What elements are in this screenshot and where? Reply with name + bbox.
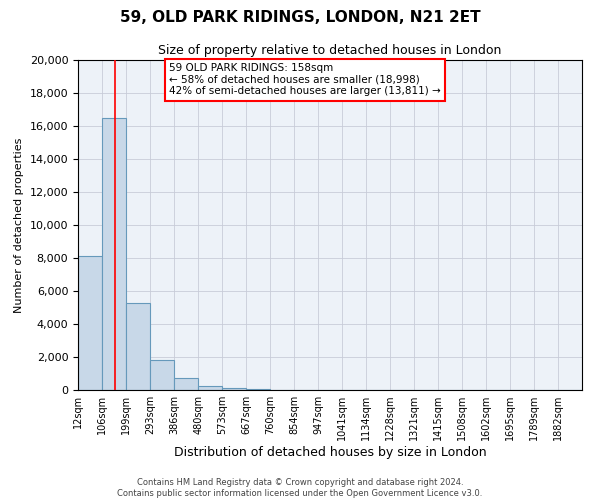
Text: 59, OLD PARK RIDINGS, LONDON, N21 2ET: 59, OLD PARK RIDINGS, LONDON, N21 2ET xyxy=(119,10,481,25)
X-axis label: Distribution of detached houses by size in London: Distribution of detached houses by size … xyxy=(173,446,487,459)
Bar xyxy=(246,389,270,390)
Bar xyxy=(174,378,198,390)
Bar xyxy=(126,302,150,390)
Bar xyxy=(222,388,246,390)
Bar xyxy=(78,256,102,390)
Bar xyxy=(102,118,126,390)
Text: Contains HM Land Registry data © Crown copyright and database right 2024.
Contai: Contains HM Land Registry data © Crown c… xyxy=(118,478,482,498)
Y-axis label: Number of detached properties: Number of detached properties xyxy=(14,138,24,312)
Title: Size of property relative to detached houses in London: Size of property relative to detached ho… xyxy=(158,44,502,58)
Text: 59 OLD PARK RIDINGS: 158sqm
← 58% of detached houses are smaller (18,998)
42% of: 59 OLD PARK RIDINGS: 158sqm ← 58% of det… xyxy=(169,64,440,96)
Bar xyxy=(198,386,222,390)
Bar xyxy=(150,360,174,390)
